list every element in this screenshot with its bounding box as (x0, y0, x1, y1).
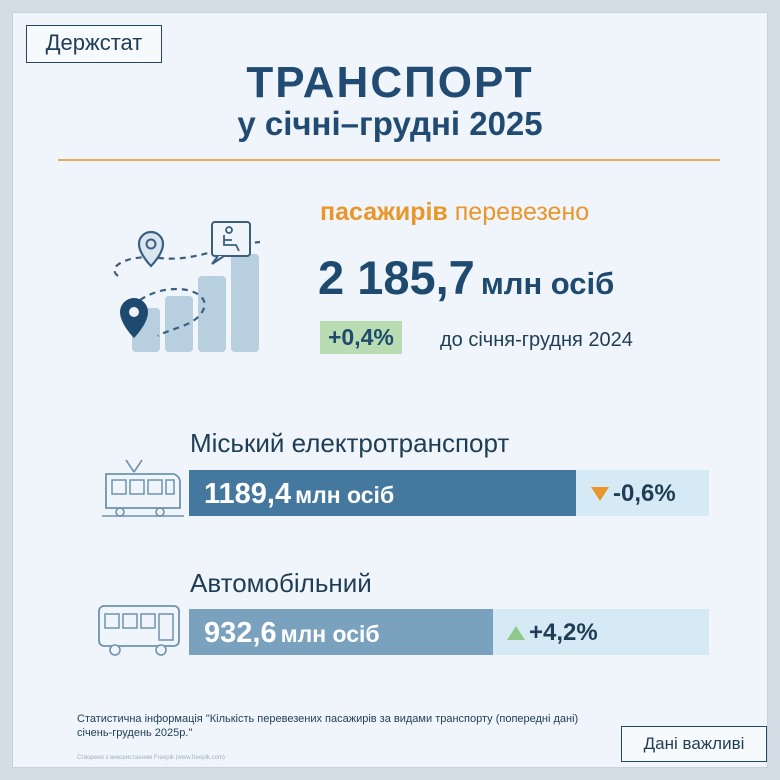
brand-label: Держстат (26, 25, 162, 63)
delta-tram-value: -0,6% (613, 480, 676, 507)
bar-fill-bus: 932,6 млн осіб (189, 609, 494, 655)
bus-icon (95, 598, 185, 665)
summary-label-rest: перевезено (454, 198, 590, 226)
summary-label: пасажирів перевезено (320, 198, 589, 227)
bar-value-bus-unit: млн осіб (280, 621, 380, 647)
title-divider (58, 159, 720, 161)
category-title-tram: Міський електротранспорт (190, 428, 510, 458)
summary-change-badge: +0,4% (320, 321, 402, 354)
important-data-label: Дані важливі (621, 726, 767, 762)
bar-value-tram: 1189,4 млн осіб (204, 478, 394, 511)
bar-track-tram: 1189,4 млн осіб -0,6% (189, 470, 709, 516)
bar-value-tram-unit: млн осіб (295, 482, 395, 508)
credit-text: Створено з використанням Freepik (www.fr… (77, 755, 225, 761)
source-note: Статистична інформація "Кількість переве… (77, 713, 579, 739)
summary-value-unit: млн осіб (480, 266, 615, 301)
up-arrow-icon (507, 626, 525, 640)
bar-fill-tram: 1189,4 млн осіб (189, 470, 577, 516)
summary-value: 2 185,7 млн осіб (318, 250, 614, 305)
delta-bus: +4,2% (507, 619, 598, 647)
tram-icon (100, 458, 186, 525)
summary-label-bold: пасажирів (320, 198, 448, 226)
down-arrow-icon (591, 487, 609, 501)
delta-tram: -0,6% (591, 480, 676, 508)
bar-track-bus: 932,6 млн осіб +4,2% (189, 609, 709, 655)
category-title-bus: Автомобільний (190, 568, 372, 598)
bar-value-bus-number: 932,6 (204, 617, 277, 649)
passenger-growth-icon (100, 218, 270, 363)
delta-bus-value: +4,2% (529, 619, 598, 646)
bar-value-bus: 932,6 млн осіб (204, 617, 380, 650)
bar-value-tram-number: 1189,4 (204, 478, 292, 510)
summary-value-number: 2 185,7 (318, 251, 475, 304)
page-title: ТРАНСПОРТ (246, 58, 534, 107)
page-subtitle: у січні–грудні 2025 (237, 105, 543, 142)
summary-change-text: до січня-грудня 2024 (440, 329, 633, 351)
